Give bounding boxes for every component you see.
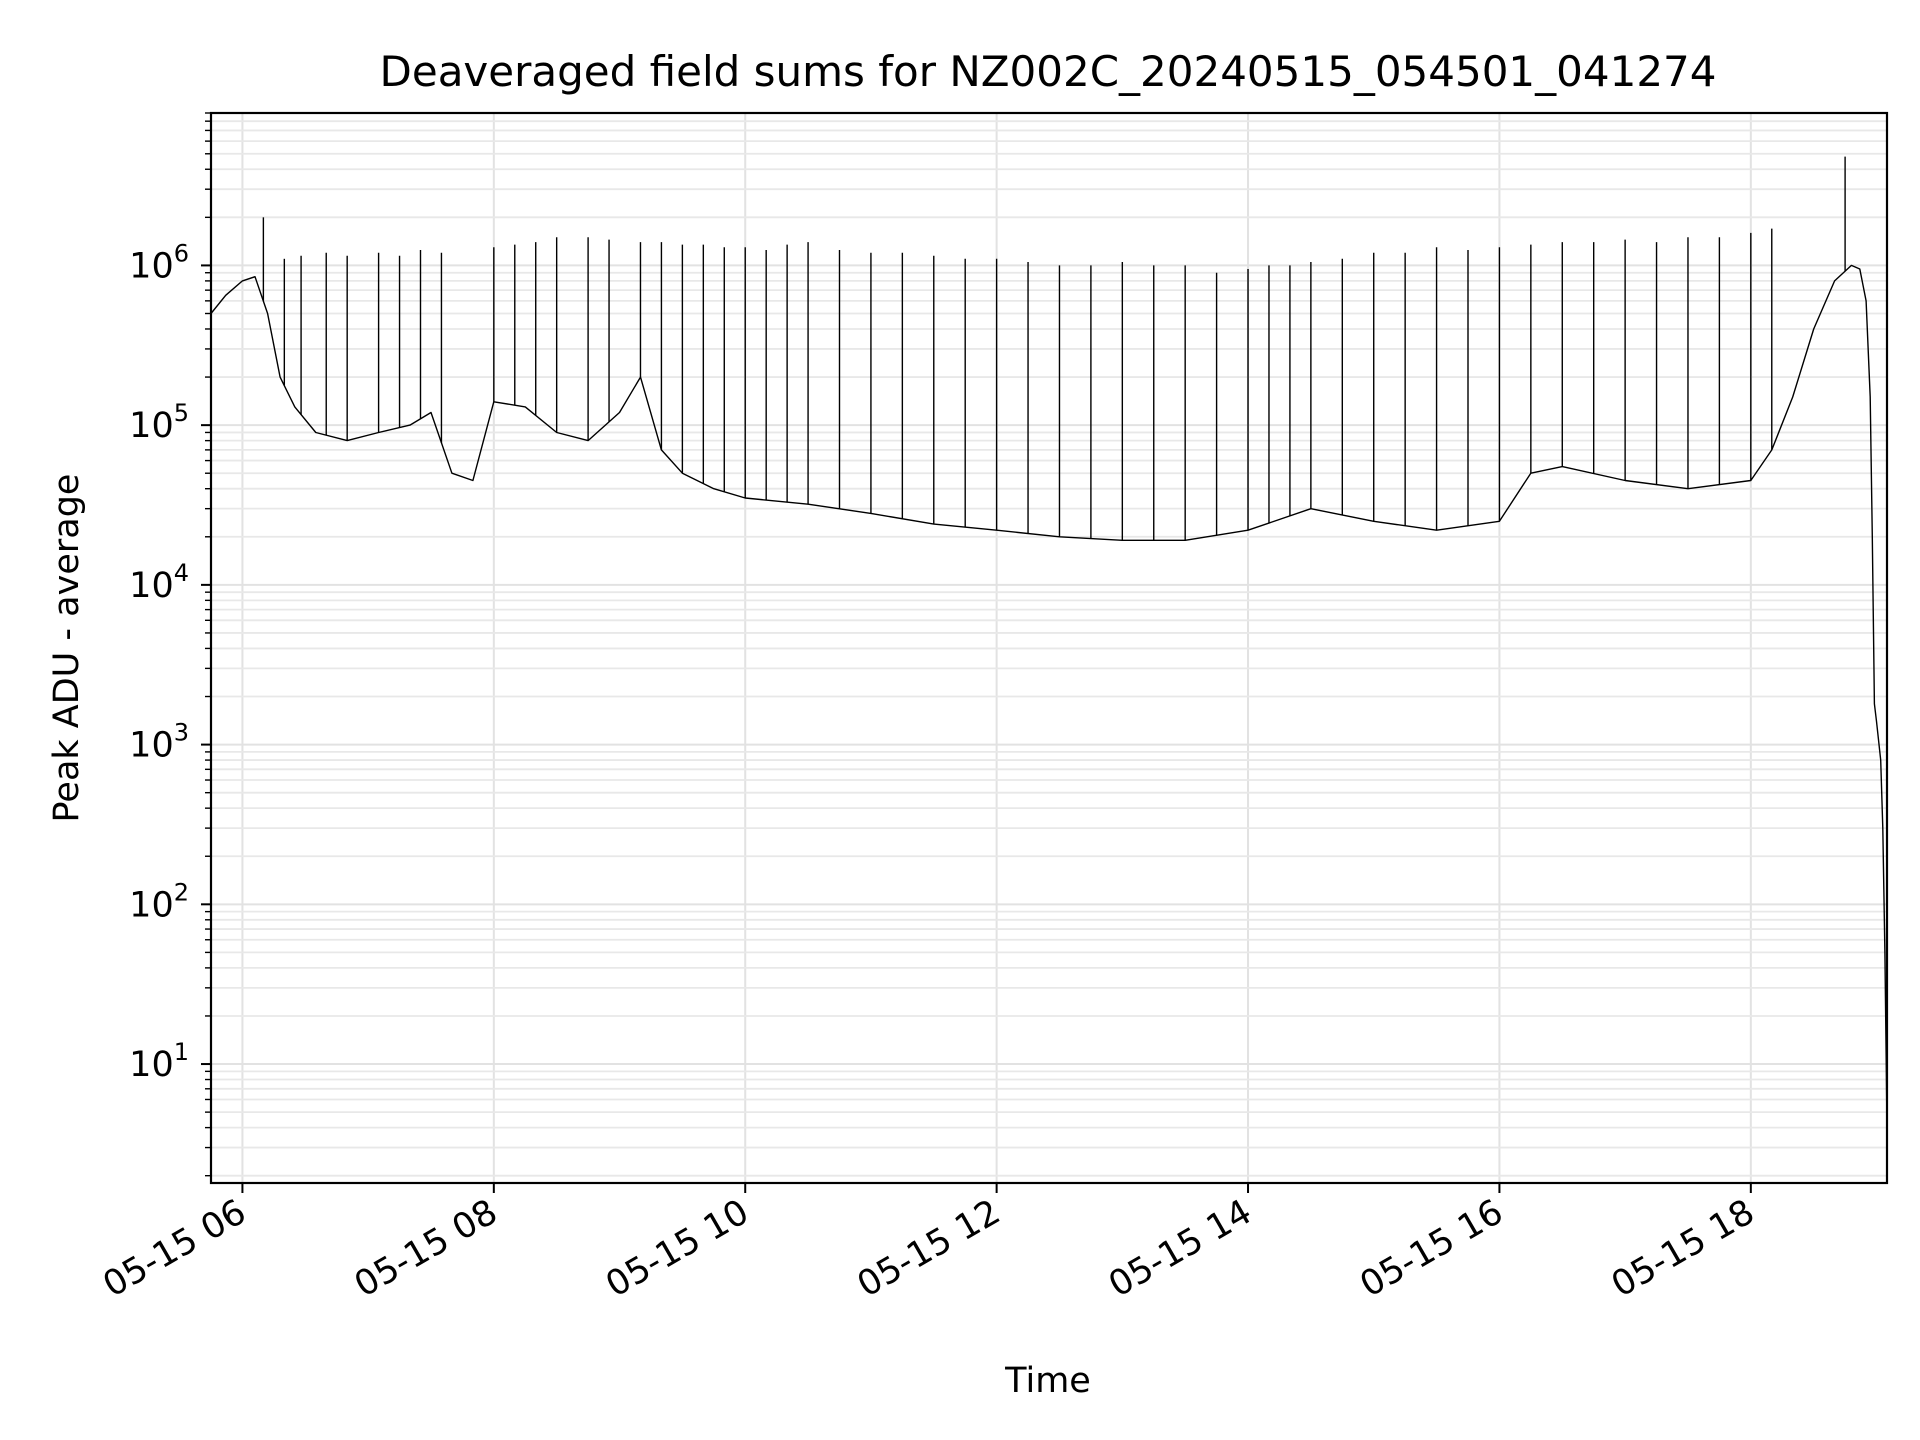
x-tick-label: 05-15 12 <box>851 1192 1007 1305</box>
y-tick-label: 105 <box>129 399 189 446</box>
series-line <box>210 264 1888 1128</box>
x-tick-label: 05-15 10 <box>599 1192 755 1305</box>
grid <box>211 112 1887 1183</box>
y-axis-label: Peak ADU - average <box>47 474 87 823</box>
y-tick-label: 103 <box>129 719 189 766</box>
x-tick-label: 05-15 16 <box>1354 1192 1510 1305</box>
x-tick-label: 05-15 08 <box>348 1192 504 1305</box>
x-tick-label: 05-15 06 <box>97 1192 253 1305</box>
x-tick-label: 05-15 14 <box>1102 1192 1258 1305</box>
y-tick-label: 101 <box>129 1038 189 1085</box>
x-tick-label: 05-15 18 <box>1605 1192 1761 1305</box>
y-tick-label: 104 <box>129 559 189 606</box>
x-axis: 05-15 06 05-15 08 05-15 10 05-15 12 05-15 14… <box>97 1183 1761 1305</box>
chart-title: Deaveraged field sums for NZ002C_2024051… <box>380 47 1717 96</box>
y-axis: 101 102 103 104 105 106 <box>129 112 211 1177</box>
x-axis-label: Time <box>1004 1361 1091 1401</box>
y-tick-label: 102 <box>129 878 189 925</box>
spikes <box>262 156 1846 541</box>
y-tick-label: 106 <box>129 239 189 286</box>
plot-series <box>210 264 1888 1128</box>
